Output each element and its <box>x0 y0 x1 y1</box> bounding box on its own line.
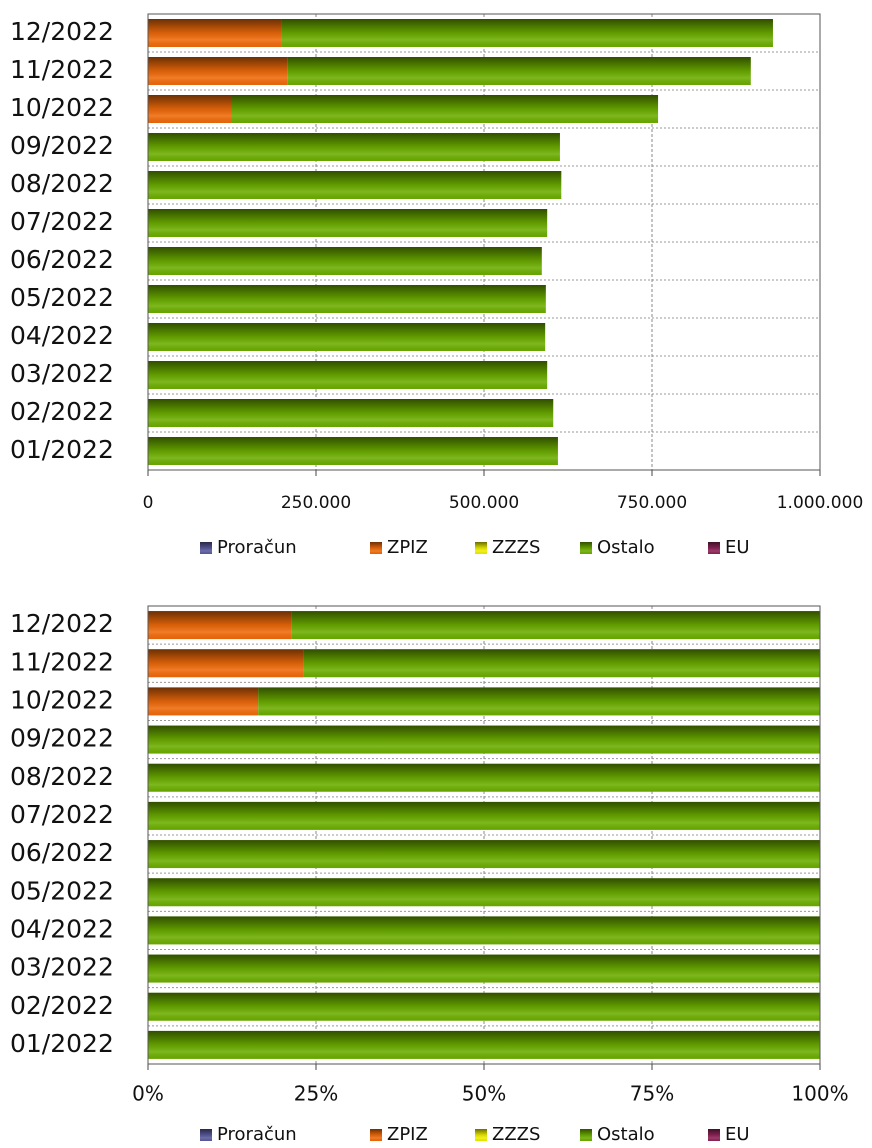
bar-shade <box>148 840 820 869</box>
y-tick-label: 06/2022 <box>10 245 114 274</box>
legend-label: ZPIZ <box>387 537 428 558</box>
y-tick-label: 12/2022 <box>10 17 114 46</box>
bar-shade <box>148 611 292 640</box>
x-tick-label: 750.000 <box>617 493 687 513</box>
y-tick-label: 12/2022 <box>10 609 114 638</box>
y-tick-label: 09/2022 <box>10 131 114 160</box>
bar-shade <box>148 878 820 907</box>
x-tick-label: 0 <box>143 493 154 513</box>
bar-shade <box>148 649 304 678</box>
y-tick-label: 01/2022 <box>10 435 114 464</box>
bar-shade <box>148 1030 820 1059</box>
bar-shade <box>287 57 751 85</box>
x-tick-label: 25% <box>294 1082 338 1106</box>
y-tick-label: 04/2022 <box>10 321 114 350</box>
x-tick-label: 50% <box>462 1082 506 1106</box>
bar-shade <box>148 95 232 123</box>
bar-shade <box>258 687 820 716</box>
legend-label: ZPIZ <box>387 1124 428 1144</box>
bar-shade <box>148 687 259 716</box>
y-tick-label: 05/2022 <box>10 876 114 905</box>
y-tick-label: 08/2022 <box>10 762 114 791</box>
bar-shade <box>148 916 820 945</box>
y-tick-label: 09/2022 <box>10 724 114 753</box>
y-tick-label: 02/2022 <box>10 991 114 1020</box>
legend-shade <box>370 542 382 554</box>
bar-shade <box>148 992 820 1021</box>
bar-shade <box>148 19 282 47</box>
plot-frame <box>147 13 821 471</box>
legend-shade <box>200 542 212 554</box>
y-tick-label: 04/2022 <box>10 914 114 943</box>
legend-shade <box>475 1129 487 1141</box>
x-tick-label: 1.000.000 <box>777 493 864 513</box>
bar-shade <box>148 399 554 427</box>
y-tick-label: 03/2022 <box>10 359 114 388</box>
bar-shade <box>148 437 558 465</box>
y-tick-label: 11/2022 <box>10 647 114 676</box>
legend-shade <box>580 542 592 554</box>
legend-shade <box>708 1129 720 1141</box>
legend-shade <box>580 1129 592 1141</box>
legend-label: Ostalo <box>597 537 655 558</box>
bar-shade <box>148 133 560 161</box>
y-tick-label: 10/2022 <box>10 93 114 122</box>
y-tick-label: 03/2022 <box>10 953 114 982</box>
legend-shade <box>708 542 720 554</box>
y-tick-label: 08/2022 <box>10 169 114 198</box>
bar-shade <box>148 285 546 313</box>
legend-label: EU <box>725 537 750 558</box>
legend-shade <box>475 542 487 554</box>
y-tick-label: 01/2022 <box>10 1029 114 1058</box>
bar-shade <box>281 19 773 47</box>
y-tick-label: 07/2022 <box>10 800 114 829</box>
bar-shade <box>148 725 820 754</box>
bar-shade <box>148 361 548 389</box>
legend-label: Proračun <box>217 537 297 558</box>
plot-frame <box>147 605 821 1065</box>
y-tick-label: 02/2022 <box>10 397 114 426</box>
bar-shade <box>148 954 820 983</box>
y-tick-label: 07/2022 <box>10 207 114 236</box>
x-tick-label: 500.000 <box>449 493 519 513</box>
x-tick-label: 100% <box>791 1082 848 1106</box>
bar-shade <box>148 247 542 275</box>
bar-shade <box>148 57 288 85</box>
legend-shade <box>370 1129 382 1141</box>
x-tick-label: 75% <box>630 1082 674 1106</box>
bar-shade <box>148 323 546 351</box>
y-tick-label: 10/2022 <box>10 685 114 714</box>
bar-shade <box>148 171 562 199</box>
legend-label: EU <box>725 1124 750 1144</box>
y-tick-label: 11/2022 <box>10 55 114 84</box>
legend-label: Ostalo <box>597 1124 655 1144</box>
bar-shade <box>291 611 820 640</box>
bar-shade <box>148 209 548 237</box>
legend-label: Proračun <box>217 1124 297 1144</box>
bar-shade <box>148 801 820 830</box>
legend-label: ZZZS <box>492 537 540 558</box>
legend-label: ZZZS <box>492 1124 540 1144</box>
bar-shade <box>232 95 659 123</box>
y-tick-label: 06/2022 <box>10 838 114 867</box>
y-tick-label: 05/2022 <box>10 283 114 312</box>
bar-shade <box>303 649 820 678</box>
x-tick-label: 250.000 <box>281 493 351 513</box>
bar-shade <box>148 763 820 792</box>
legend-shade <box>200 1129 212 1141</box>
x-tick-label: 0% <box>132 1082 164 1106</box>
